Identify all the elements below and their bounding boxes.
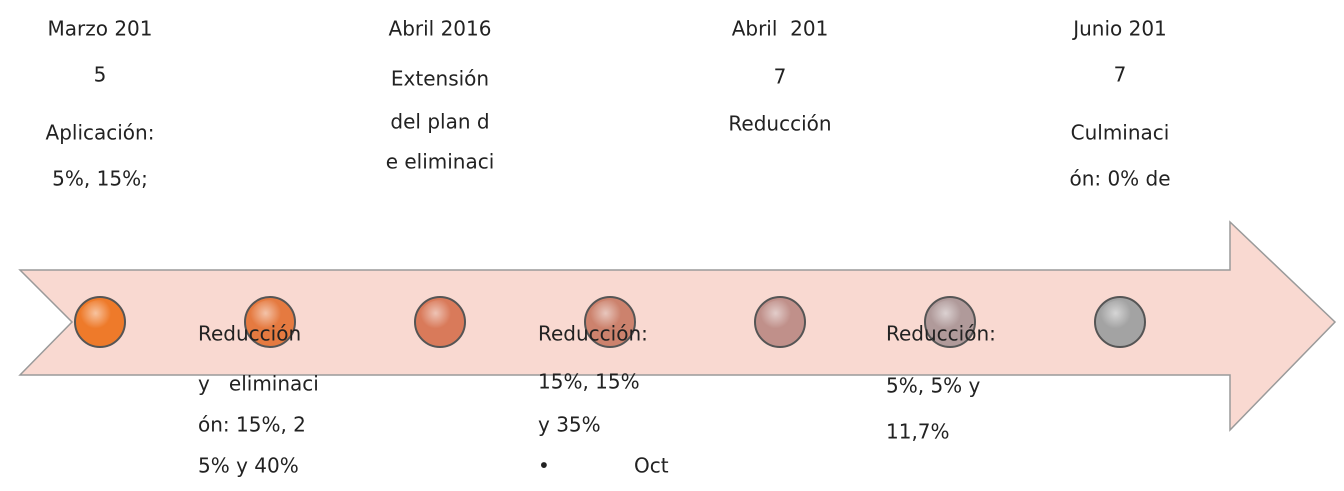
bottom-event: Reducción: 5%, 5% y 11,7% <box>886 322 996 444</box>
timeline-arrow <box>18 220 1337 432</box>
event-text: ón: 15%, 2 <box>198 413 306 437</box>
event-text: 5%, 5% y <box>886 374 981 398</box>
bottom-event: Reducción y eliminaci ón: 15%, 2 5% y 40… <box>198 322 319 478</box>
event-text: 7 <box>774 65 787 89</box>
marker-shine <box>588 300 632 344</box>
event-text: 5%, 15%; <box>52 167 148 191</box>
event-text: ón: 0% de <box>1069 167 1170 191</box>
top-event: Junio 201 7 Culminaci ón: 0% de <box>1069 17 1170 191</box>
event-text: Abril 201 <box>732 17 829 41</box>
top-event: Marzo 201 5 Aplicación: 5%, 15%; <box>46 17 155 191</box>
marker-shine <box>1098 300 1142 344</box>
bullet: • <box>538 454 550 478</box>
event-text: 5 <box>94 63 107 87</box>
event-text: y eliminaci <box>198 372 319 396</box>
marker-shine <box>928 300 972 344</box>
markers <box>74 296 1146 348</box>
top-event: Abril 2016 Extensión del plan d e elimin… <box>386 17 495 174</box>
event-text: Aplicación: <box>46 121 155 145</box>
marker-shine <box>758 300 802 344</box>
top-event: Abril 201 7 Reducción <box>728 17 831 136</box>
event-text: Extensión <box>391 67 489 91</box>
marker-shine <box>248 300 292 344</box>
event-text: Oct <box>634 454 669 478</box>
event-text: Reducción: <box>886 322 996 346</box>
event-text: 15%, 15% <box>538 370 640 394</box>
event-text: Culminaci <box>1071 121 1170 145</box>
event-text: Junio 201 <box>1071 17 1167 41</box>
marker-shine <box>418 300 462 344</box>
event-text: e eliminaci <box>386 150 495 174</box>
event-text: Reducción <box>198 322 301 346</box>
event-text: Marzo 201 <box>48 17 153 41</box>
bottom-event: Reducción: 15%, 15% y 35% • Oct <box>538 322 669 478</box>
event-text: 5% y 40% <box>198 454 299 478</box>
event-text: Reducción <box>728 112 831 136</box>
event-text: Reducción: <box>538 322 648 346</box>
marker-shine <box>78 300 122 344</box>
event-text: 11,7% <box>886 420 950 444</box>
event-text: del plan d <box>390 110 489 134</box>
event-text: y 35% <box>538 413 601 437</box>
event-text: Abril 2016 <box>389 17 492 41</box>
event-text: 7 <box>1114 63 1127 87</box>
